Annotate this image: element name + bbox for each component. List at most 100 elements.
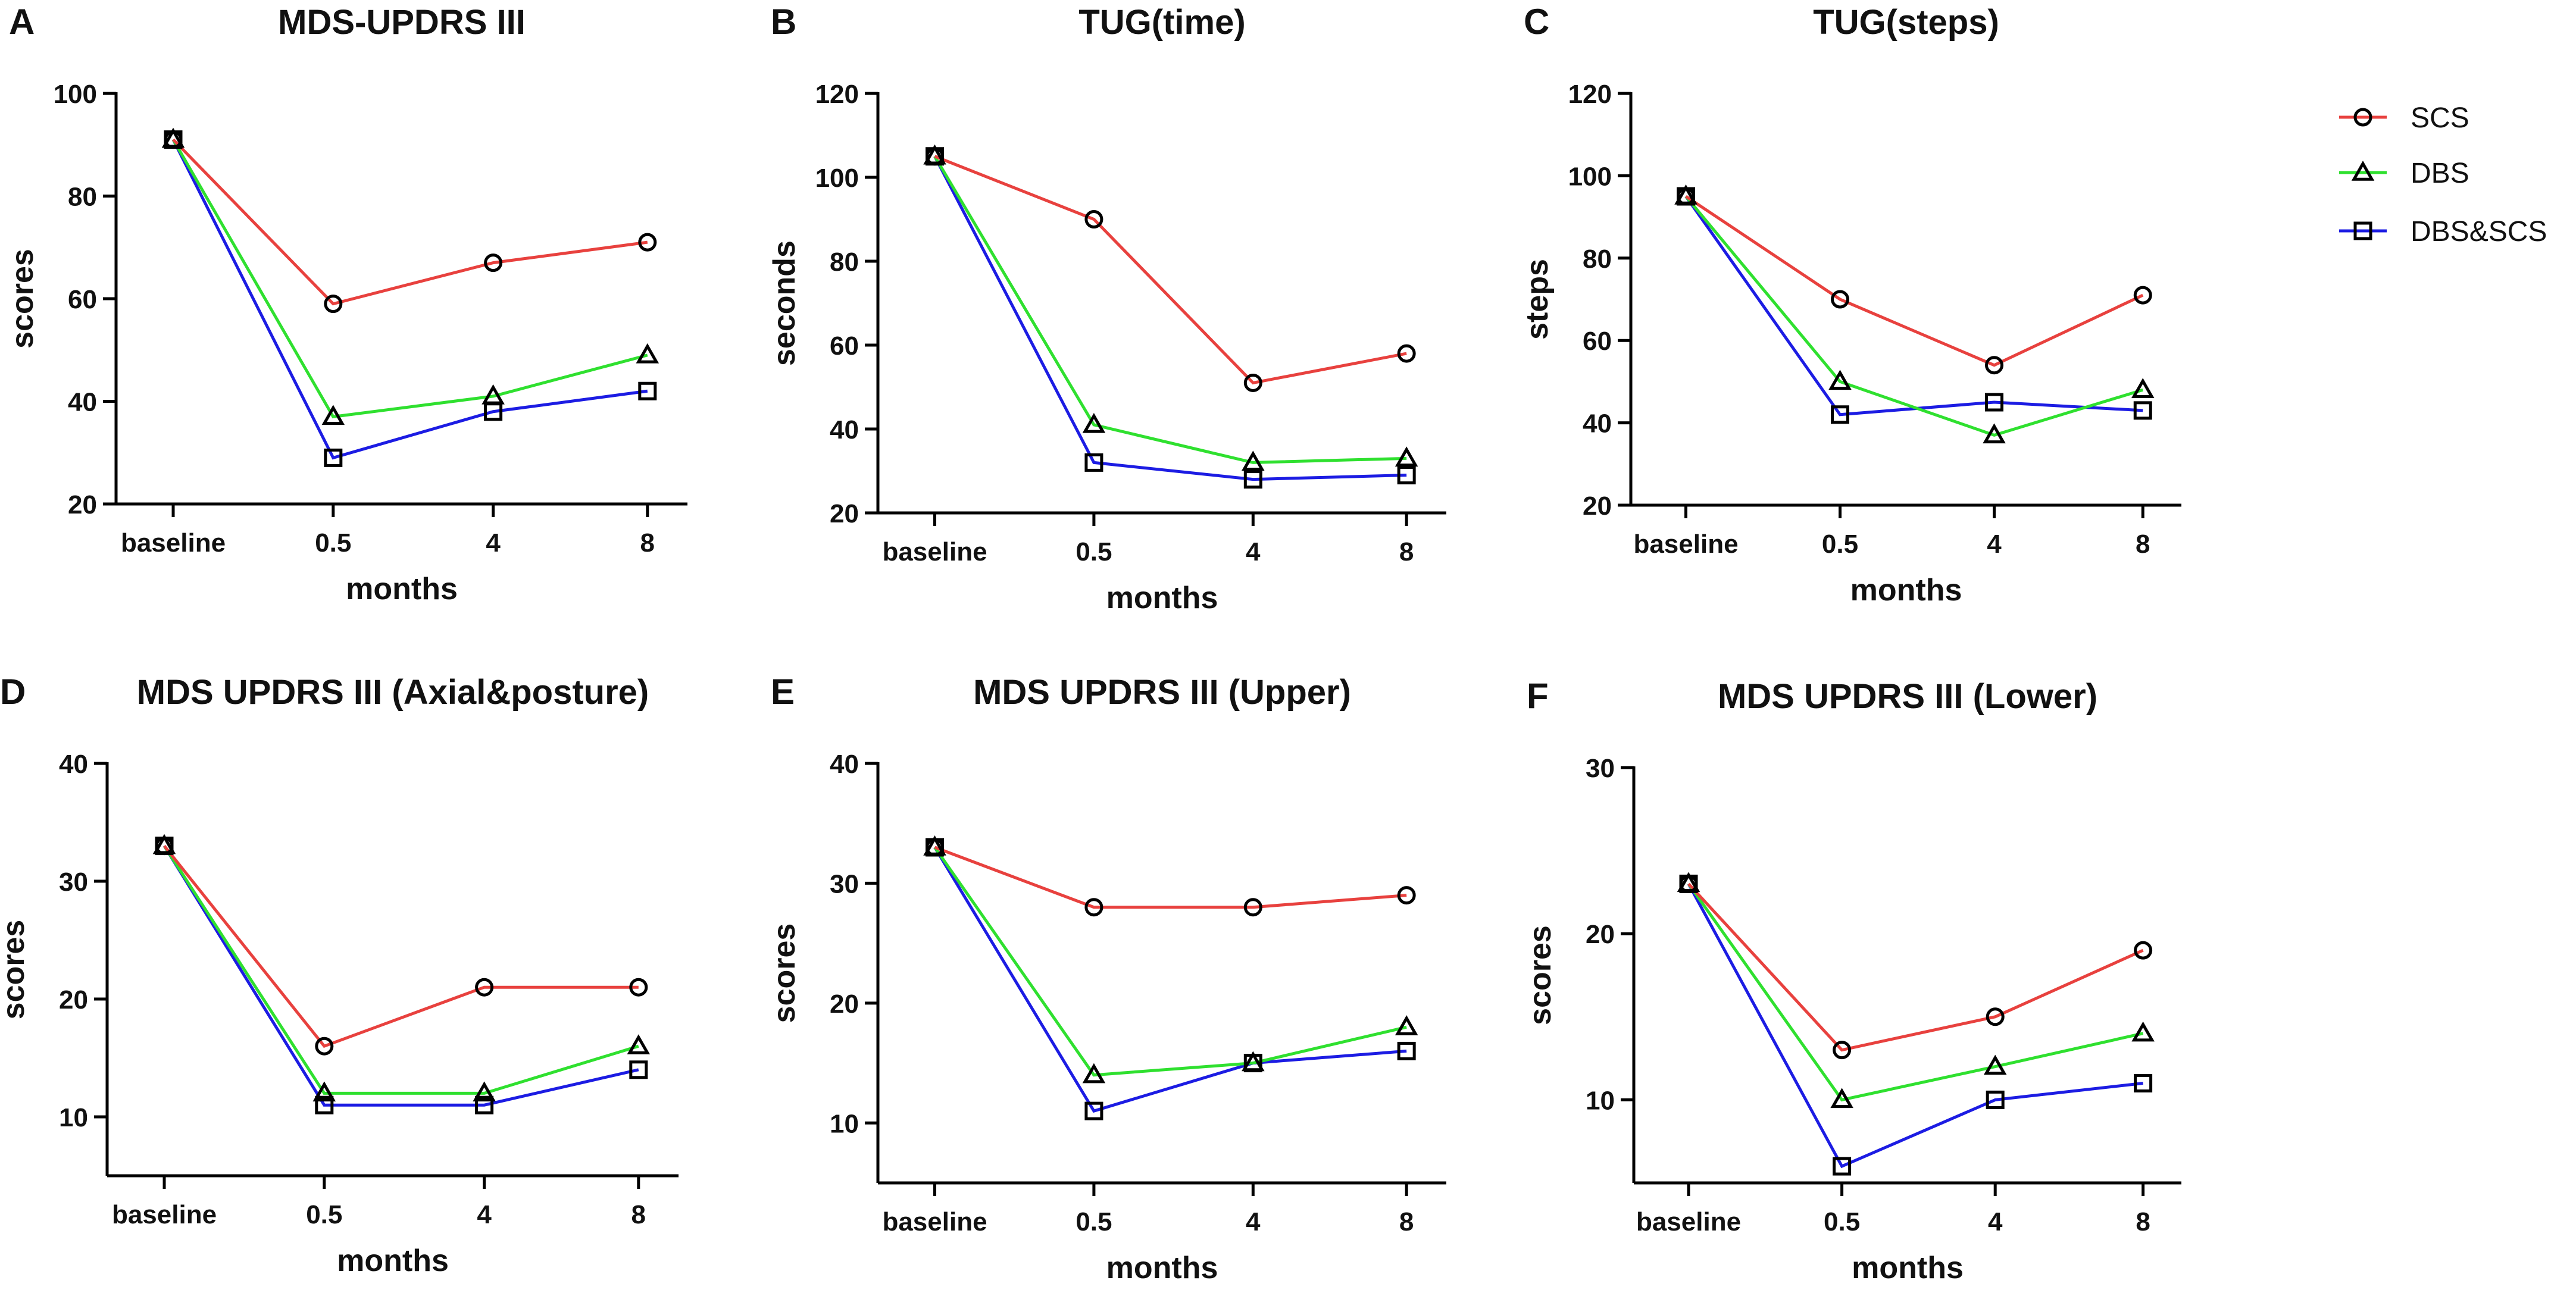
x-tick-label: 8 [640, 528, 655, 558]
x-tick-label: 4 [1988, 1207, 2003, 1236]
legend-item-dbs-scs: DBS&SCS [2339, 216, 2547, 248]
y-tick-label: 40 [830, 415, 859, 444]
markers-dbs-scs [1677, 187, 2152, 424]
panel-letter: B [771, 2, 796, 42]
x-tick-label: baseline [121, 528, 226, 558]
data-point [164, 130, 183, 149]
panel-f: F MDS UPDRS III (Lower) 10 20 30 baseline 0.5 4… [1523, 676, 2181, 1285]
data-point [1983, 1054, 2007, 1075]
panel-c: C TUG(steps) 20 40 60 80 100 120 baseline 0.5 4 8 mo… [1520, 2, 2181, 608]
x-tick-label: 0.5 [306, 1200, 342, 1229]
series-line [934, 155, 1407, 385]
panel-d: D MDS UPDRS III (Axial&posture) 10 20 30 40 ba… [0, 672, 679, 1278]
data-point [926, 838, 944, 857]
series-dbs-scs [1684, 195, 2143, 417]
legend-label: DBS [2411, 158, 2469, 189]
panel-letter: D [0, 672, 26, 712]
series-dbs-scs [1687, 883, 2143, 1169]
series-line [1687, 883, 2143, 1169]
markers-scs [926, 838, 1416, 917]
series-dbs [1687, 882, 2144, 1102]
x-axis-label: months [346, 572, 458, 606]
series-line [162, 845, 639, 1095]
x-tick-label: 0.5 [1822, 530, 1858, 559]
y-tick-label: 20 [830, 990, 859, 1019]
series-line [933, 155, 1407, 481]
y-axis-label: seconds [767, 240, 802, 366]
series-scs [934, 155, 1407, 385]
markers-dbs [923, 835, 1418, 1084]
x-tick-label: 8 [2136, 1207, 2150, 1236]
chart-title: MDS-UPDRS III [278, 3, 526, 42]
data-point [1395, 1015, 1418, 1035]
legend-item-dbs: DBS [2339, 158, 2469, 189]
x-tick-label: 8 [1399, 537, 1414, 566]
x-tick-label: baseline [1636, 1207, 1741, 1236]
y-tick-label: 60 [830, 331, 859, 361]
series-scs [163, 845, 639, 1048]
panel-letter: F [1527, 676, 1549, 716]
panel-b: B TUG(time) 20 40 60 80 100 120 baseline 0.5 4 8 mon… [767, 2, 1446, 615]
y-tick-label: 20 [1583, 491, 1612, 521]
data-point [2133, 401, 2152, 420]
data-point [627, 1034, 651, 1054]
chart-title: MDS UPDRS III (Axial&posture) [137, 673, 649, 712]
data-point [1242, 1051, 1265, 1072]
x-axis-label: months [337, 1244, 449, 1278]
data-point [636, 343, 659, 364]
data-point [1395, 446, 1418, 467]
data-point [1986, 1007, 2005, 1026]
y-tick-label: 40 [830, 750, 859, 779]
data-point [629, 1060, 648, 1079]
series-scs [1687, 882, 2144, 1052]
series-line [162, 845, 639, 1107]
series-scs [1685, 195, 2144, 367]
data-point [926, 147, 944, 166]
legend-label: SCS [2411, 102, 2469, 134]
markers-dbs [161, 127, 659, 425]
data-point [1986, 1090, 2005, 1109]
legend-marker [2353, 108, 2372, 127]
data-point [1983, 423, 2006, 444]
y-tick-label: 30 [59, 868, 88, 897]
series-line [934, 846, 1407, 909]
markers-dbs-scs [155, 837, 648, 1114]
panel-a: A MDS-UPDRS III 20 40 60 80 100 baseline 0.5 4 8 mo… [5, 2, 687, 606]
y-tick-label: 80 [830, 248, 859, 277]
data-point [1243, 373, 1262, 392]
y-tick-label: 40 [68, 388, 97, 417]
x-axis-label: months [1106, 581, 1218, 615]
data-point [1397, 466, 1416, 485]
data-point [1985, 393, 2003, 412]
markers-dbs-scs [1679, 874, 2153, 1176]
markers-scs [926, 147, 1416, 392]
legend: SCS DBS DBS&SCS [2339, 102, 2547, 248]
y-tick-label: 40 [59, 750, 88, 779]
x-tick-label: 4 [477, 1200, 492, 1229]
data-point [1084, 898, 1103, 917]
markers-scs [1679, 874, 2153, 1060]
series-line [933, 155, 1407, 464]
x-tick-label: 4 [486, 528, 501, 558]
y-tick-label: 60 [68, 285, 97, 314]
y-axis-label: steps [1520, 259, 1555, 340]
y-tick-label: 10 [59, 1103, 88, 1132]
y-tick-label: 120 [1568, 80, 1612, 109]
x-tick-label: 4 [1987, 530, 2002, 559]
y-tick-label: 20 [830, 499, 859, 528]
data-point [1243, 470, 1262, 489]
y-tick-label: 10 [1586, 1086, 1615, 1115]
x-tick-label: 8 [2136, 530, 2150, 559]
markers-scs [155, 837, 648, 1056]
y-tick-label: 20 [68, 490, 97, 519]
y-tick-label: 30 [1586, 754, 1615, 783]
x-tick-label: baseline [1633, 530, 1738, 559]
data-point [324, 295, 343, 314]
markers-dbs-scs [926, 147, 1416, 489]
y-axis-label: scores [5, 249, 40, 349]
data-point [1084, 453, 1103, 472]
series-dbs [933, 846, 1407, 1077]
x-tick-label: baseline [112, 1200, 217, 1229]
data-point [473, 1081, 496, 1102]
x-axis-label: months [1852, 1251, 1964, 1285]
